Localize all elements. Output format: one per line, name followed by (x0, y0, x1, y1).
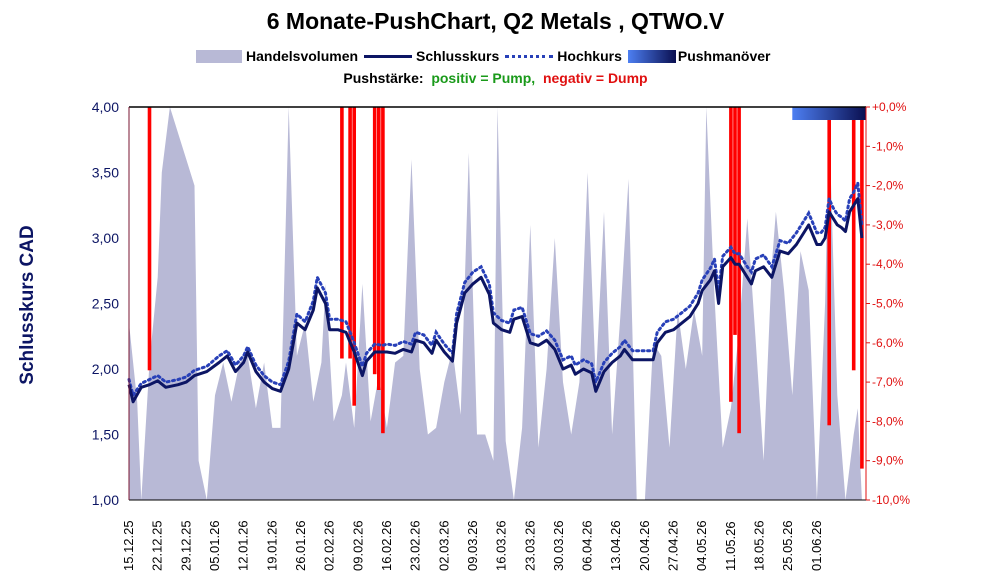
legend-close: Schlusskurs (364, 48, 499, 64)
y2-tick-label: -3,0% (872, 218, 904, 232)
dump-bar (147, 107, 152, 371)
legend-high-label: Hochkurs (557, 48, 622, 64)
close-swatch (364, 54, 413, 58)
x-tick-label: 25.05.26 (780, 520, 795, 571)
chart-title: 6 Monate-PushChart, Q2 Metals , QTWO.V (266, 8, 725, 34)
x-tick-label: 01.06.26 (809, 520, 824, 571)
y2-tick-label: -4,0% (872, 257, 904, 271)
legend-push-label: Pushmanöver (677, 48, 771, 64)
dump-bar (381, 107, 385, 434)
y2-tick-label: -5,0% (872, 297, 904, 311)
dump-bar (352, 107, 356, 406)
y2-tick-label: -2,0% (872, 179, 904, 193)
dump-bar (860, 107, 864, 469)
y2-tick-label: -10,0% (872, 493, 910, 507)
x-tick-label: 20.04.26 (637, 520, 652, 571)
x-tick-label: 26.01.26 (293, 520, 308, 571)
y-tick-label: 1,00 (92, 492, 119, 508)
x-tick-label: 02.03.26 (436, 520, 451, 571)
x-tick-label: 27.04.26 (666, 520, 681, 571)
negative-label: negativ = Dump (542, 70, 648, 86)
x-tick-label: 15.12.25 (121, 520, 136, 571)
x-tick-label: 12.01.26 (236, 520, 251, 571)
x-tick-label: 16.02.26 (379, 520, 394, 571)
dump-bar (340, 107, 344, 359)
x-tick-label: 04.05.26 (694, 520, 709, 571)
legend-high: Hochkurs (505, 48, 622, 64)
push-marker (792, 107, 866, 120)
x-tick-label: 11.05.26 (723, 521, 738, 571)
legend-close-label: Schlusskurs (416, 48, 500, 64)
dump-bar (372, 107, 377, 375)
x-tick-label: 09.02.26 (350, 520, 365, 571)
y2-tick-label: -1,0% (872, 139, 904, 153)
legend: Handelsvolumen Schlusskurs Hochkurs Push… (196, 46, 776, 66)
y2-tick-label: +0,0% (872, 100, 907, 114)
x-tick-label: 29.12.25 (178, 520, 193, 571)
x-tick-label: 13.04.26 (608, 520, 623, 571)
y-tick-label: 2,50 (92, 296, 119, 312)
y2-tick-label: -6,0% (872, 336, 904, 350)
x-tick-label: 09.03.26 (465, 520, 480, 571)
y-tick-label: 1,50 (92, 427, 119, 443)
dump-bar (377, 107, 381, 390)
close-line (127, 197, 864, 404)
high-swatch (505, 54, 554, 58)
dump-bar (733, 107, 737, 335)
legend-push: Pushmanöver (627, 48, 771, 64)
volume-area (129, 107, 862, 500)
x-tick-label: 18.05.26 (752, 520, 767, 571)
y-tick-label: 2,00 (92, 361, 119, 377)
x-tick-label: 06.04.26 (580, 520, 595, 571)
push-strength-line: Pushstärke: positiv = Pump, negativ = Du… (0, 70, 991, 86)
push-swatch (627, 49, 676, 63)
legend-volume: Handelsvolumen (196, 48, 358, 64)
y-tick-label: 3,50 (92, 165, 119, 181)
high-line (127, 177, 864, 399)
legend-volume-label: Handelsvolumen (246, 48, 359, 64)
x-tick-label: 19.01.26 (264, 520, 279, 571)
x-tick-label: 23.03.26 (522, 520, 537, 571)
x-tick-label: 23.02.26 (408, 520, 423, 571)
dump-bar (348, 107, 352, 359)
push-strength-label: Pushstärke: (343, 70, 424, 86)
positive-label: positiv = Pump, (431, 70, 536, 86)
y2-tick-label: -8,0% (872, 414, 904, 428)
x-tick-label: 02.02.26 (322, 520, 337, 571)
x-tick-label: 16.03.26 (494, 520, 509, 571)
dump-bar (729, 107, 733, 402)
y-tick-label: 3,00 (92, 230, 119, 246)
y-tick-label: 4,00 (92, 99, 119, 115)
y2-tick-label: -7,0% (872, 375, 904, 389)
dump-bar (851, 107, 856, 371)
x-tick-label: 05.01.26 (207, 520, 222, 571)
dump-bar (827, 107, 831, 426)
y2-tick-label: -9,0% (872, 454, 904, 468)
volume-swatch (196, 49, 242, 63)
x-tick-label: 22.12.25 (150, 520, 165, 571)
dump-bar (737, 107, 741, 434)
x-tick-label: 30.03.26 (551, 520, 566, 571)
